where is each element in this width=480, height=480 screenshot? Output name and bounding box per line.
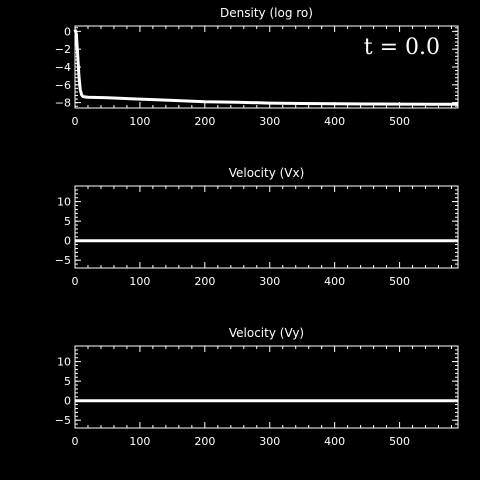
y-tick-label: −2 <box>55 43 71 56</box>
x-tick-label: 500 <box>389 435 410 448</box>
x-tick-label: 100 <box>129 435 150 448</box>
x-tick-label: 0 <box>72 275 79 288</box>
y-tick-label: 10 <box>57 356 71 369</box>
y-tick-label: 0 <box>64 395 71 408</box>
y-tick-label: −4 <box>55 61 71 74</box>
y-tick-label: 10 <box>57 196 71 209</box>
series-line-1 <box>73 29 458 106</box>
y-tick-label: −8 <box>55 97 71 110</box>
x-tick-label: 400 <box>324 115 345 128</box>
x-tick-label: 0 <box>72 435 79 448</box>
y-tick-label: −6 <box>55 79 71 92</box>
x-tick-label: 100 <box>129 115 150 128</box>
x-tick-label: 0 <box>72 115 79 128</box>
x-tick-label: 500 <box>389 115 410 128</box>
plot-frame <box>74 345 459 429</box>
y-tick-label: −5 <box>55 254 71 267</box>
y-tick-label: 5 <box>64 375 71 388</box>
y-tick-label: −5 <box>55 414 71 427</box>
chart-title: Velocity (Vy) <box>229 326 304 340</box>
x-tick-label: 100 <box>129 275 150 288</box>
time-annotation: t = 0.0 <box>364 35 440 60</box>
y-tick-label: 0 <box>64 235 71 248</box>
x-tick-label: 400 <box>324 435 345 448</box>
y-tick-label: 5 <box>64 215 71 228</box>
x-tick-label: 200 <box>194 435 215 448</box>
x-tick-label: 500 <box>389 275 410 288</box>
x-tick-label: 400 <box>324 275 345 288</box>
chart-title: Velocity (Vx) <box>229 166 305 180</box>
chart-panel-1: Density (log ro) 0 100 200 300 400 500 0 −2 −4 −6 −… <box>55 6 459 128</box>
x-tick-label: 200 <box>194 275 215 288</box>
x-tick-label: 200 <box>194 115 215 128</box>
x-tick-label: 300 <box>259 435 280 448</box>
y-tick-label: 0 <box>64 25 71 38</box>
chart-title: Density (log ro) <box>220 6 313 20</box>
x-tick-label: 300 <box>259 275 280 288</box>
plot-frame <box>74 185 459 269</box>
x-tick-label: 300 <box>259 115 280 128</box>
